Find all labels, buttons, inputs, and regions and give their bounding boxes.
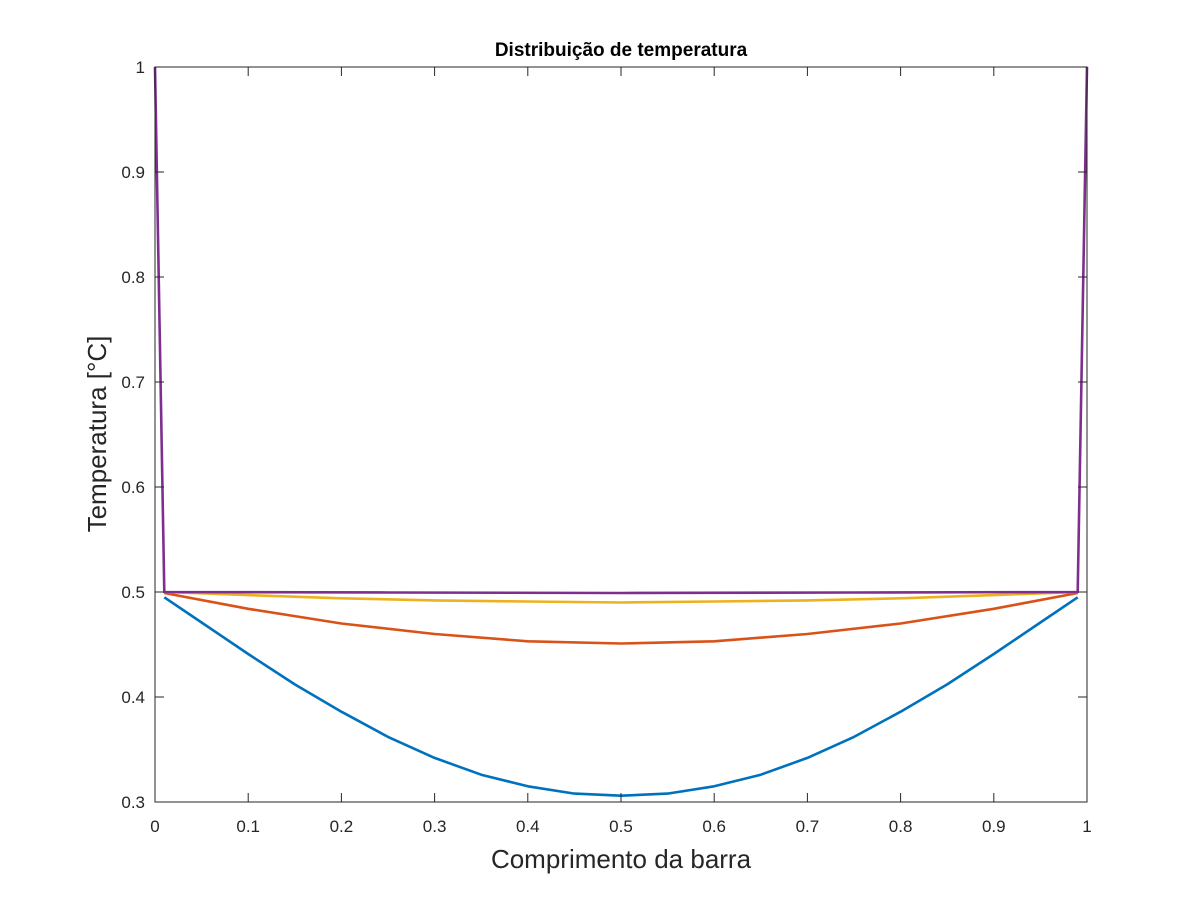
x-tick-label: 0.7 (796, 817, 820, 836)
y-axis-label: Temperatura [°C] (82, 336, 112, 533)
x-tick-label: 0.3 (423, 817, 447, 836)
x-tick-label: 0.4 (516, 817, 540, 836)
x-tick-label: 0.2 (330, 817, 354, 836)
y-tick-label: 0.6 (121, 478, 145, 497)
y-tick-label: 0.7 (121, 373, 145, 392)
series-layer (153, 66, 1089, 798)
x-tick-label: 0 (150, 817, 159, 836)
y-tick-label: 0.9 (121, 163, 145, 182)
series-line-4 (153, 66, 1089, 595)
y-tick-label: 0.8 (121, 268, 145, 287)
y-tick-label: 0.4 (121, 688, 145, 707)
x-tick-label: 0.8 (889, 817, 913, 836)
x-tick-label: 1 (1082, 817, 1091, 836)
series-line-3 (164, 590, 1078, 604)
y-tick-label: 0.3 (121, 793, 145, 812)
x-axis-label: Comprimento da barra (491, 844, 752, 874)
ticks-layer: 0 0.1 0.2 0.3 0.4 0.5 0.6 0.7 0.8 0.9 1 0.3 0.4 0.5 0.… (121, 58, 1091, 836)
series-line-2 (164, 591, 1078, 645)
axes-background (155, 67, 1087, 802)
x-tick-label: 0.6 (702, 817, 726, 836)
chart-title: Distribuição de temperatura (495, 40, 748, 61)
y-tick-label: 0.5 (121, 583, 145, 602)
x-tick-label: 0.9 (982, 817, 1006, 836)
x-tick-label: 0.1 (236, 817, 260, 836)
y-tick-label: 1 (136, 58, 145, 77)
x-tick-label: 0.5 (609, 817, 633, 836)
